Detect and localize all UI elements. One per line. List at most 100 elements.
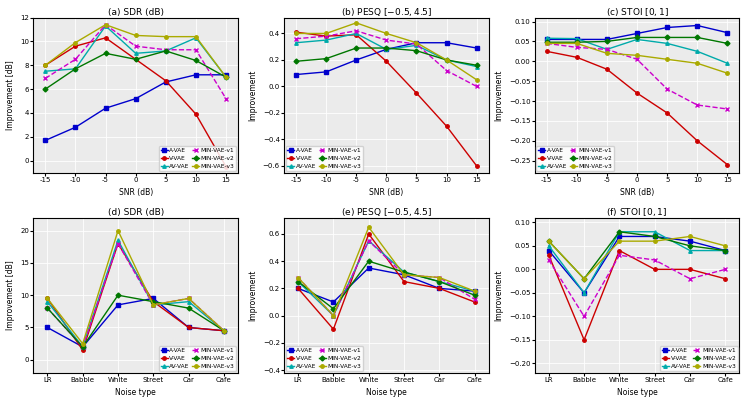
A-VAE <box>221 73 230 77</box>
V-VAE <box>184 325 193 330</box>
V-VAE <box>545 253 554 258</box>
MIN-VAE-v2 <box>721 248 730 253</box>
MIN-VAE-v3 <box>650 239 659 243</box>
Line: AV-VAE: AV-VAE <box>294 32 478 69</box>
X-axis label: Noise type: Noise type <box>617 388 657 397</box>
MIN-VAE-v3 <box>685 234 694 239</box>
MIN-VAE-v2 <box>191 58 200 63</box>
Line: AV-VAE: AV-VAE <box>547 230 727 295</box>
A-VAE <box>721 248 730 253</box>
V-VAE <box>723 162 732 167</box>
MIN-VAE-v2 <box>184 306 193 311</box>
MIN-VAE-v3 <box>184 296 193 301</box>
MIN-VAE-v2 <box>41 87 50 91</box>
A-VAE <box>329 299 338 304</box>
MIN-VAE-v3 <box>43 296 52 301</box>
MIN-VAE-v3 <box>542 41 551 46</box>
Line: MIN-VAE-v2: MIN-VAE-v2 <box>45 293 226 349</box>
V-VAE <box>580 337 589 342</box>
Legend: A-VAE, V-VAE, AV-VAE, MIN-VAE-v1, MIN-VAE-v2, MIN-VAE-v3: A-VAE, V-VAE, AV-VAE, MIN-VAE-v1, MIN-VA… <box>159 146 236 171</box>
MIN-VAE-v1 <box>322 34 331 39</box>
MIN-VAE-v1 <box>184 296 193 301</box>
X-axis label: SNR (dB): SNR (dB) <box>620 188 654 197</box>
AV-VAE <box>472 64 481 69</box>
A-VAE <box>71 125 80 130</box>
AV-VAE <box>435 279 444 284</box>
MIN-VAE-v2 <box>149 299 158 304</box>
A-VAE <box>294 286 302 291</box>
A-VAE <box>220 328 229 333</box>
A-VAE <box>542 37 551 42</box>
Line: AV-VAE: AV-VAE <box>297 239 476 317</box>
AV-VAE <box>101 23 110 28</box>
Y-axis label: Improvement [dB]: Improvement [dB] <box>5 260 15 330</box>
Line: AV-VAE: AV-VAE <box>45 239 226 349</box>
MIN-VAE-v1 <box>663 87 672 91</box>
AV-VAE <box>131 51 140 56</box>
MIN-VAE-v3 <box>572 41 581 46</box>
MIN-VAE-v2 <box>633 35 641 40</box>
MIN-VAE-v1 <box>470 297 479 302</box>
V-VAE <box>71 44 80 49</box>
Line: V-VAE: V-VAE <box>45 242 226 352</box>
A-VAE <box>545 248 554 253</box>
MIN-VAE-v1 <box>382 37 391 42</box>
Title: (e) PESQ $[-0.5, 4.5]$: (e) PESQ $[-0.5, 4.5]$ <box>340 206 432 218</box>
AV-VAE <box>41 69 50 74</box>
MIN-VAE-v3 <box>545 239 554 243</box>
Line: AV-VAE: AV-VAE <box>44 24 228 79</box>
AV-VAE <box>43 299 52 304</box>
Line: AV-VAE: AV-VAE <box>545 37 729 65</box>
MIN-VAE-v2 <box>101 51 110 56</box>
Line: V-VAE: V-VAE <box>297 232 476 331</box>
A-VAE <box>470 289 479 293</box>
A-VAE <box>364 266 373 270</box>
MIN-VAE-v2 <box>162 48 171 53</box>
A-VAE <box>184 325 193 330</box>
AV-VAE <box>191 35 200 40</box>
MIN-VAE-v2 <box>723 41 732 46</box>
MIN-VAE-v1 <box>352 28 361 33</box>
MIN-VAE-v1 <box>572 45 581 50</box>
MIN-VAE-v1 <box>294 275 302 280</box>
Line: V-VAE: V-VAE <box>44 36 228 168</box>
MIN-VAE-v2 <box>412 48 421 53</box>
A-VAE <box>693 23 702 28</box>
AV-VAE <box>329 313 338 318</box>
V-VAE <box>221 164 230 169</box>
Line: MIN-VAE-v1: MIN-VAE-v1 <box>547 253 727 318</box>
MIN-VAE-v3 <box>364 225 373 230</box>
MIN-VAE-v1 <box>43 306 52 311</box>
MIN-VAE-v3 <box>294 275 302 280</box>
V-VAE <box>294 286 302 291</box>
AV-VAE <box>364 238 373 243</box>
MIN-VAE-v3 <box>71 40 80 45</box>
A-VAE <box>580 291 589 295</box>
MIN-VAE-v3 <box>322 31 331 36</box>
MIN-VAE-v3 <box>470 289 479 293</box>
A-VAE <box>131 96 140 101</box>
Title: (d) SDR (dB): (d) SDR (dB) <box>107 208 164 217</box>
V-VAE <box>472 164 481 168</box>
A-VAE <box>412 40 421 45</box>
V-VAE <box>113 241 122 246</box>
AV-VAE <box>221 75 230 80</box>
A-VAE <box>162 79 171 84</box>
MIN-VAE-v3 <box>101 22 110 27</box>
MIN-VAE-v2 <box>435 279 444 284</box>
A-VAE <box>101 106 110 110</box>
MIN-VAE-v3 <box>291 31 300 36</box>
Y-axis label: Improvement [dB]: Improvement [dB] <box>5 60 15 130</box>
MIN-VAE-v1 <box>472 84 481 89</box>
A-VAE <box>442 40 451 45</box>
A-VAE <box>322 69 331 74</box>
MIN-VAE-v2 <box>472 63 481 68</box>
AV-VAE <box>78 345 87 349</box>
A-VAE <box>41 138 50 143</box>
V-VAE <box>43 296 52 301</box>
Line: A-VAE: A-VAE <box>44 73 228 142</box>
AV-VAE <box>149 303 158 307</box>
AV-VAE <box>603 47 612 52</box>
MIN-VAE-v3 <box>472 77 481 82</box>
V-VAE <box>352 32 361 37</box>
